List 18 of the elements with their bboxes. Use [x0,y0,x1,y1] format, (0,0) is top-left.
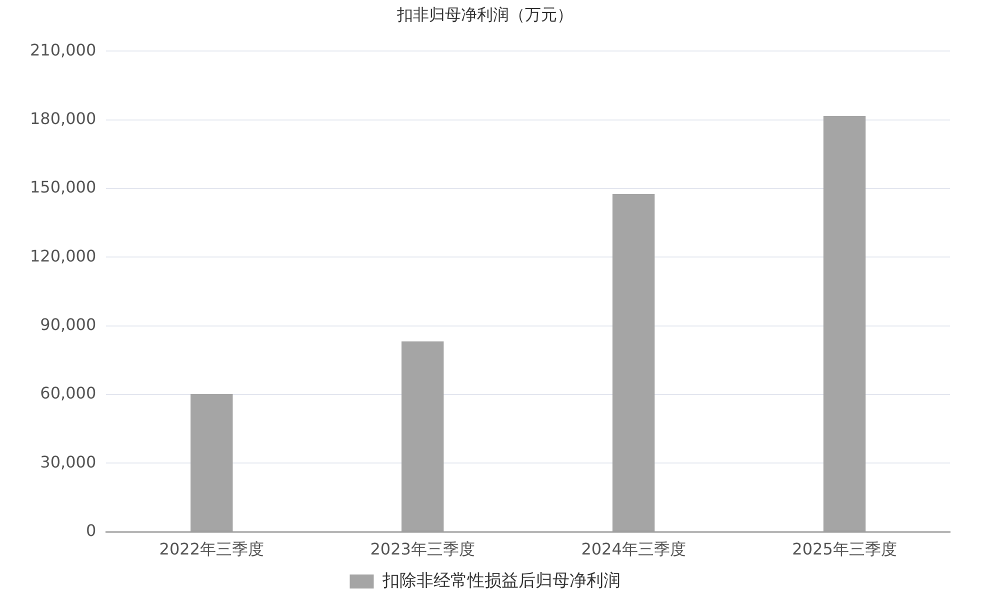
bar [190,394,233,532]
bar [823,116,866,532]
y-tick-label: 90,000 [40,314,96,334]
legend-label: 扣除非经常性损益后归母净利润 [381,570,620,591]
x-tick-label: 2024年三季度 [581,540,686,559]
x-tick-label: 2023年三季度 [370,540,475,559]
y-tick-label: 60,000 [40,384,96,403]
y-tick-label: 120,000 [30,246,96,266]
y-tick-label: 150,000 [30,178,96,197]
chart-title: 扣非归母净利润（万元） [396,4,573,24]
y-tick-label: 30,000 [40,452,96,472]
y-tick-label: 0 [86,520,96,540]
x-tick-label: 2022年三季度 [159,540,264,559]
x-tick-label: 2025年三季度 [792,540,897,559]
y-tick-label: 180,000 [30,109,96,128]
bar [612,194,655,532]
bar [402,341,444,532]
y-tick-label: 210,000 [30,40,96,60]
